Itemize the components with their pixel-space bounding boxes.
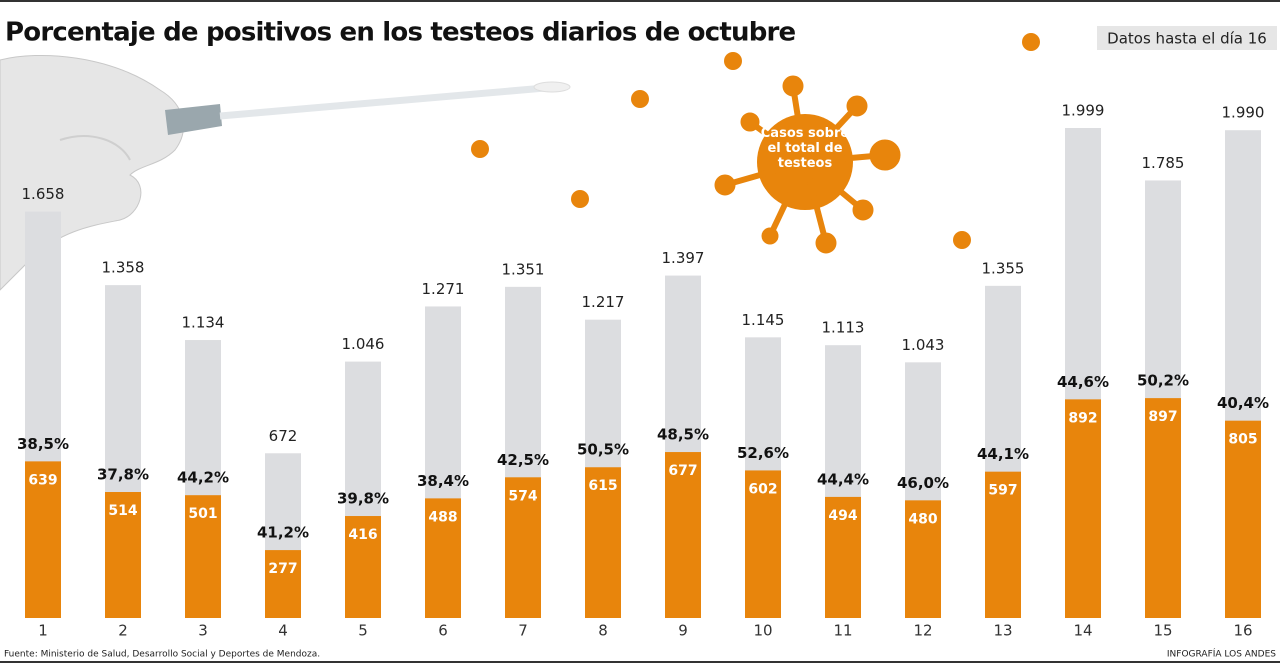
positive-label: 501	[188, 506, 217, 522]
x-tick-label: 7	[518, 622, 528, 640]
percent-label: 46,0%	[897, 474, 949, 492]
positive-bar	[1225, 420, 1261, 618]
x-tick-label: 11	[833, 622, 852, 640]
total-label: 1.999	[1062, 102, 1105, 120]
total-label: 1.397	[662, 249, 705, 267]
percent-label: 44,6%	[1057, 373, 1109, 391]
percent-label: 52,6%	[737, 444, 789, 462]
chart-title: Porcentaje de positivos en los testeos d…	[5, 18, 796, 48]
percent-label: 42,5%	[497, 451, 549, 469]
annotation-box: Casos sobre el total de testeos	[760, 126, 850, 171]
source: Fuente: Ministerio de Salud, Desarrollo …	[4, 650, 320, 660]
positive-bar	[345, 516, 381, 618]
percent-label: 40,4%	[1217, 394, 1269, 412]
positive-label: 488	[428, 509, 457, 525]
x-tick-label: 14	[1073, 622, 1092, 640]
x-tick-label: 3	[198, 622, 208, 640]
x-tick-label: 12	[913, 622, 932, 640]
x-tick-label: 8	[598, 622, 608, 640]
percent-label: 39,8%	[337, 490, 389, 508]
annotation: Casos sobre el total de testeos	[760, 126, 850, 171]
virus-badge	[714, 75, 901, 254]
total-label: 1.658	[22, 185, 65, 203]
positive-bar	[665, 452, 701, 618]
positive-bar	[105, 492, 141, 618]
percent-label: 50,5%	[577, 441, 629, 459]
total-label: 1.355	[982, 259, 1025, 277]
percent-label: 37,8%	[97, 466, 149, 484]
positive-label: 639	[28, 472, 57, 488]
positive-label: 597	[988, 483, 1017, 499]
total-label: 1.043	[902, 336, 945, 354]
total-label: 1.358	[102, 259, 145, 277]
total-label: 1.217	[582, 293, 625, 311]
x-tick-label: 6	[438, 622, 448, 640]
x-tick-label: 15	[1153, 622, 1172, 640]
percent-label: 44,2%	[177, 469, 229, 487]
positive-label: 514	[108, 503, 137, 519]
positive-bar	[25, 461, 61, 618]
positive-bar	[585, 467, 621, 618]
positive-bar	[1065, 399, 1101, 618]
percent-label: 44,4%	[817, 470, 869, 488]
percent-label: 44,1%	[977, 445, 1029, 463]
positive-label: 615	[588, 478, 617, 494]
total-label: 1.113	[822, 319, 865, 337]
x-tick-label: 1	[38, 622, 48, 640]
x-tick-label: 4	[278, 622, 288, 640]
positive-bar	[265, 550, 301, 618]
positive-bar	[185, 495, 221, 618]
total-label: 1.145	[742, 311, 785, 329]
positive-label: 897	[1148, 409, 1177, 425]
positive-label: 574	[508, 488, 537, 504]
x-tick-label: 16	[1233, 622, 1252, 640]
percent-label: 38,4%	[417, 472, 469, 490]
positive-label: 416	[348, 527, 377, 543]
positive-label: 677	[668, 463, 697, 479]
total-label: 1.271	[422, 280, 465, 298]
positive-bar	[985, 471, 1021, 618]
total-label: 1.990	[1222, 104, 1265, 122]
x-tick-label: 9	[678, 622, 688, 640]
positive-bar	[825, 496, 861, 618]
percent-label: 48,5%	[657, 426, 709, 444]
x-tick-label: 10	[753, 622, 772, 640]
total-label: 672	[269, 427, 298, 445]
positive-label: 480	[908, 511, 937, 527]
percent-label: 41,2%	[257, 524, 309, 542]
positive-label: 277	[268, 561, 297, 577]
positive-bar	[745, 470, 781, 618]
x-tick-label: 13	[993, 622, 1012, 640]
note: Datos hasta el día 16	[1107, 30, 1267, 48]
positive-label: 892	[1068, 410, 1097, 426]
percent-label: 50,2%	[1137, 372, 1189, 390]
positive-bar	[1145, 398, 1181, 618]
positive-bar	[425, 498, 461, 618]
total-label: 1.785	[1142, 154, 1185, 172]
total-label: 1.046	[342, 335, 385, 353]
note-box	[1097, 26, 1277, 50]
percent-label: 38,5%	[17, 435, 69, 453]
x-tick-label: 2	[118, 622, 128, 640]
total-label: 1.351	[502, 260, 545, 278]
positive-bar	[505, 477, 541, 618]
positive-label: 494	[828, 508, 857, 524]
positive-bar	[905, 500, 941, 618]
decor-dots	[471, 33, 1040, 249]
positive-label: 602	[748, 481, 777, 497]
positive-label: 805	[1228, 432, 1257, 448]
total-label: 1.134	[182, 314, 225, 332]
x-tick-label: 5	[358, 622, 368, 640]
credit: INFOGRAFÍA LOS ANDES	[1167, 648, 1276, 660]
